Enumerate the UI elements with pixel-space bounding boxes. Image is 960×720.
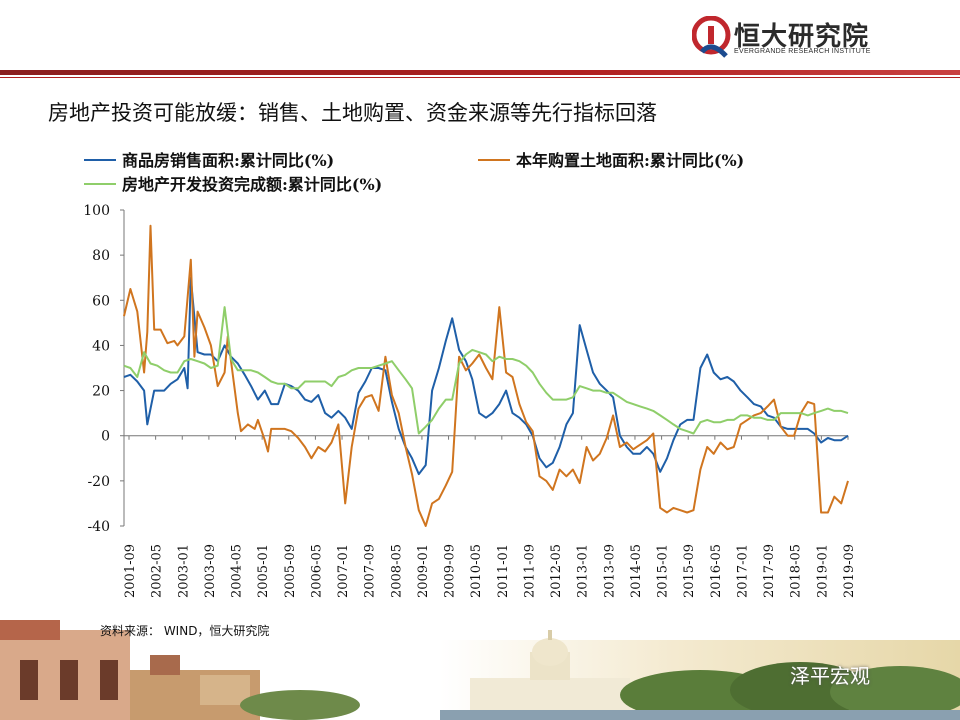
x-tick-label: 2001-09 — [123, 544, 138, 598]
x-tick-label: 2004-05 — [230, 544, 245, 598]
x-tick-label: 2008-05 — [389, 544, 404, 598]
x-tick-label: 2010-05 — [469, 544, 484, 598]
legend-label-0: 商品房销售面积:累计同比(%) — [122, 151, 334, 170]
x-tick-label: 2007-09 — [363, 544, 378, 598]
slide-title: 房地产投资可能放缓：销售、土地购置、资金来源等先行指标回落 — [48, 101, 657, 125]
y-tick-label: -20 — [87, 474, 110, 490]
x-tick-label: 2015-01 — [656, 544, 671, 598]
x-tick-label: 2014-05 — [629, 544, 644, 598]
header-rule-thin — [0, 77, 960, 78]
x-tick-label: 2005-01 — [256, 544, 271, 598]
x-tick-label: 2015-09 — [682, 544, 697, 598]
brand-name: 恒大研究院 — [734, 22, 870, 52]
x-tick-label: 2007-01 — [336, 544, 351, 598]
x-tick-label: 2017-09 — [762, 544, 777, 598]
y-tick-label: -40 — [87, 519, 110, 535]
x-tick-label: 2018-05 — [789, 544, 804, 598]
series-line-0 — [123, 276, 849, 476]
watermark-text: 泽平宏观 — [790, 664, 870, 688]
footer-scenery-image — [0, 620, 960, 720]
x-tick-label: 2019-01 — [815, 544, 830, 598]
x-tick-label: 2006-05 — [309, 544, 324, 598]
x-tick-label: 2012-05 — [549, 544, 564, 598]
legend-label-2: 房地产开发投资完成额:累计同比(%) — [122, 175, 382, 194]
series-line-2 — [123, 306, 849, 435]
chart-series — [123, 224, 849, 527]
x-tick-label: 2009-09 — [443, 544, 458, 598]
x-tick-label: 2002-05 — [150, 544, 165, 598]
x-tick-label: 2003-09 — [203, 544, 218, 598]
y-tick-label: 80 — [92, 248, 110, 264]
y-tick-label: 100 — [83, 203, 110, 219]
legend-label-1: 本年购置土地面积:累计同比(%) — [516, 151, 744, 170]
brand-logo: 恒大研究院 EVERGRANDE RESEARCH INSTITUTE — [692, 14, 892, 64]
x-tick-label: 2019-09 — [842, 544, 857, 598]
x-tick-label: 2011-01 — [496, 544, 511, 598]
chart-legend: 商品房销售面积:累计同比(%) 本年购置土地面积:累计同比(%) 房地产开发投资完成… — [84, 151, 744, 194]
x-tick-label: 2009-01 — [416, 544, 431, 598]
y-tick-label: 40 — [92, 338, 110, 354]
y-tick-label: 0 — [101, 429, 110, 445]
x-tick-label: 2005-09 — [283, 544, 298, 598]
x-tick-label: 2016-05 — [709, 544, 724, 598]
x-tick-label: 2013-01 — [576, 544, 591, 598]
header-rule — [0, 70, 960, 75]
series-line-1 — [123, 224, 849, 527]
x-tick-label: 2003-01 — [176, 544, 191, 598]
y-tick-label: 60 — [92, 293, 110, 309]
source-note: 资料来源： WIND，恒大研究院 — [100, 624, 270, 638]
x-tick-label: 2013-09 — [602, 544, 617, 598]
x-tick-label: 2017-01 — [735, 544, 750, 598]
y-tick-label: 20 — [92, 384, 110, 400]
chart-axes: -40 -20 0 20 40 60 80 100 2001-09 2002-05 2003-01 2… — [83, 203, 857, 598]
evergrande-emblem-icon — [692, 16, 731, 58]
brand-subtitle: EVERGRANDE RESEARCH INSTITUTE — [734, 48, 871, 55]
x-tick-label: 2011-09 — [522, 544, 537, 598]
